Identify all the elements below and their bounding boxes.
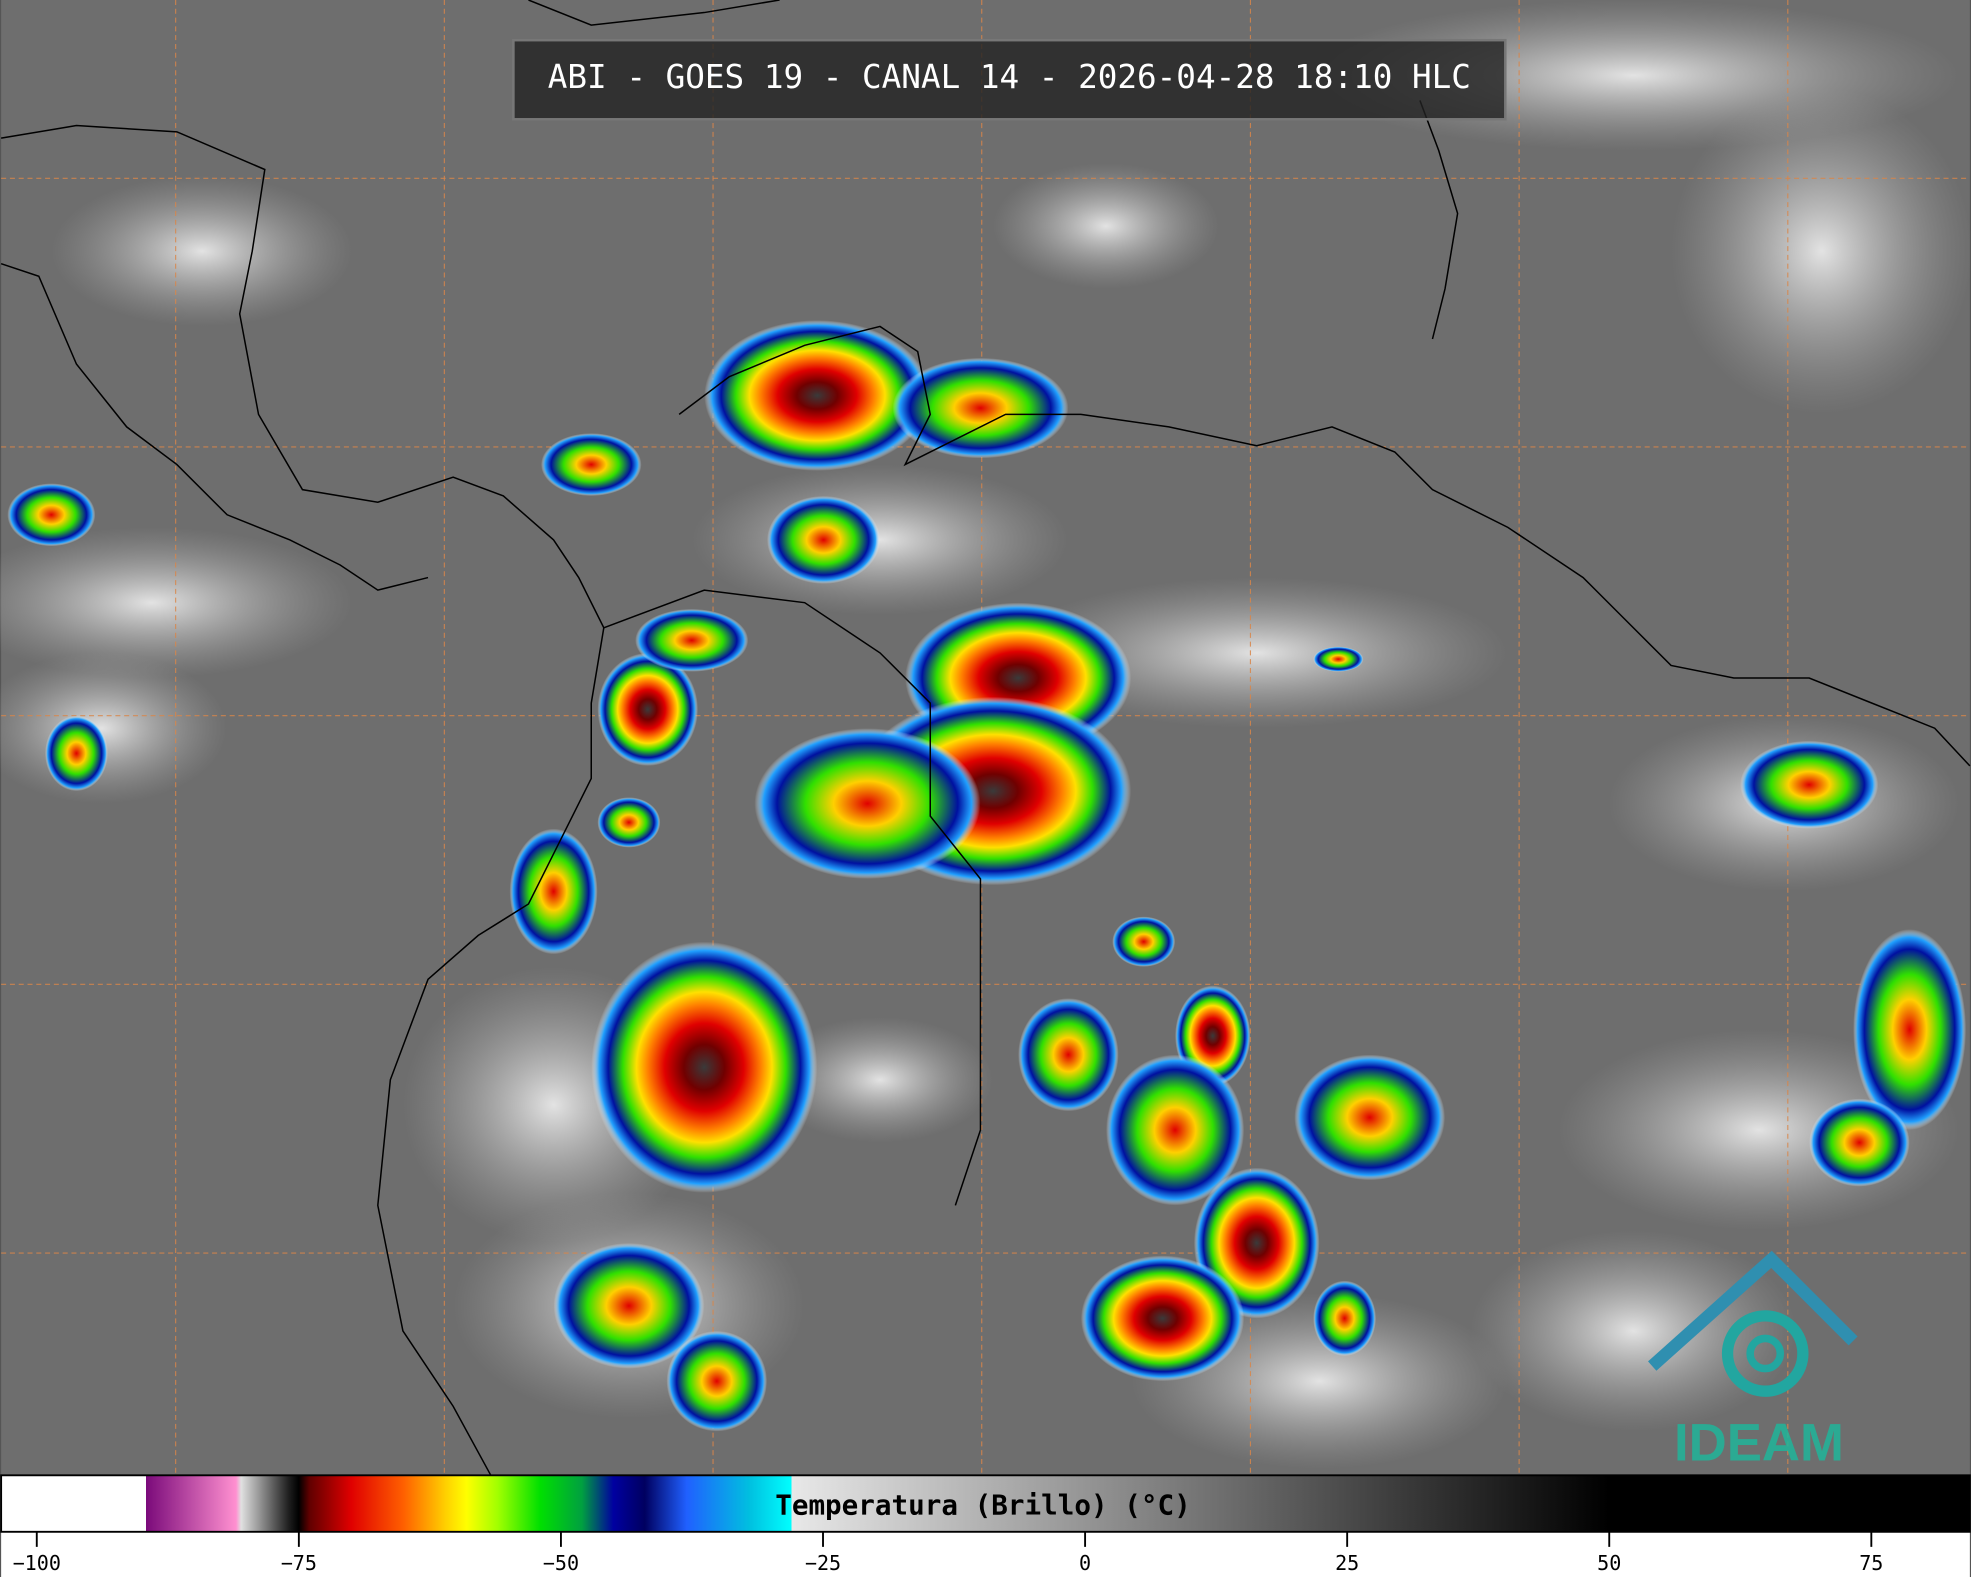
coastlines	[0, 0, 1971, 1476]
tick-label: 75	[1859, 1551, 1883, 1575]
tick-label: −100	[13, 1551, 61, 1575]
tick-label: −25	[805, 1551, 841, 1575]
logo: IDEAM	[1648, 1250, 1858, 1472]
title: ABI - GOES 19 - CANAL 14 - 2026-04-28 18…	[548, 58, 1471, 96]
title-box	[512, 38, 1507, 121]
colorbar: Temperatura (Brillo) (°C) −100 −75 −50 −25 0 2…	[0, 1474, 1971, 1575]
colorbar-scale	[0, 1474, 1971, 1533]
storms	[7, 320, 1967, 1432]
tick-label: −75	[281, 1551, 317, 1575]
tick-label: 0	[1079, 1551, 1091, 1575]
tick-label: −50	[543, 1551, 579, 1575]
tick-label: 50	[1597, 1551, 1621, 1575]
colorbar-label: Temperatura (Brillo) (°C)	[775, 1489, 1191, 1522]
tick-label: 25	[1335, 1551, 1359, 1575]
logo-text: IDEAM	[1674, 1413, 1844, 1472]
